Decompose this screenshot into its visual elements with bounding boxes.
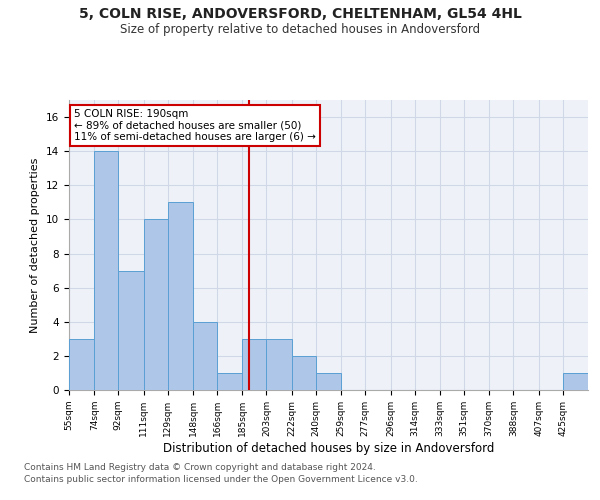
Text: 5, COLN RISE, ANDOVERSFORD, CHELTENHAM, GL54 4HL: 5, COLN RISE, ANDOVERSFORD, CHELTENHAM, … [79,8,521,22]
Bar [242,339,266,390]
Text: Contains HM Land Registry data © Crown copyright and database right 2024.: Contains HM Land Registry data © Crown c… [24,464,376,472]
Text: Contains public sector information licensed under the Open Government Licence v3: Contains public sector information licen… [24,474,418,484]
X-axis label: Distribution of detached houses by size in Andoversford: Distribution of detached houses by size … [163,442,494,454]
Bar [292,356,316,390]
Bar [144,220,168,390]
Bar [316,373,341,390]
Bar [266,339,292,390]
Bar [118,270,144,390]
Bar [168,202,193,390]
Bar [94,151,118,390]
Y-axis label: Number of detached properties: Number of detached properties [31,158,40,332]
Bar [69,339,94,390]
Bar [193,322,217,390]
Bar [217,373,242,390]
Text: Size of property relative to detached houses in Andoversford: Size of property relative to detached ho… [120,22,480,36]
Bar [563,373,588,390]
Text: 5 COLN RISE: 190sqm
← 89% of detached houses are smaller (50)
11% of semi-detach: 5 COLN RISE: 190sqm ← 89% of detached ho… [74,108,316,142]
